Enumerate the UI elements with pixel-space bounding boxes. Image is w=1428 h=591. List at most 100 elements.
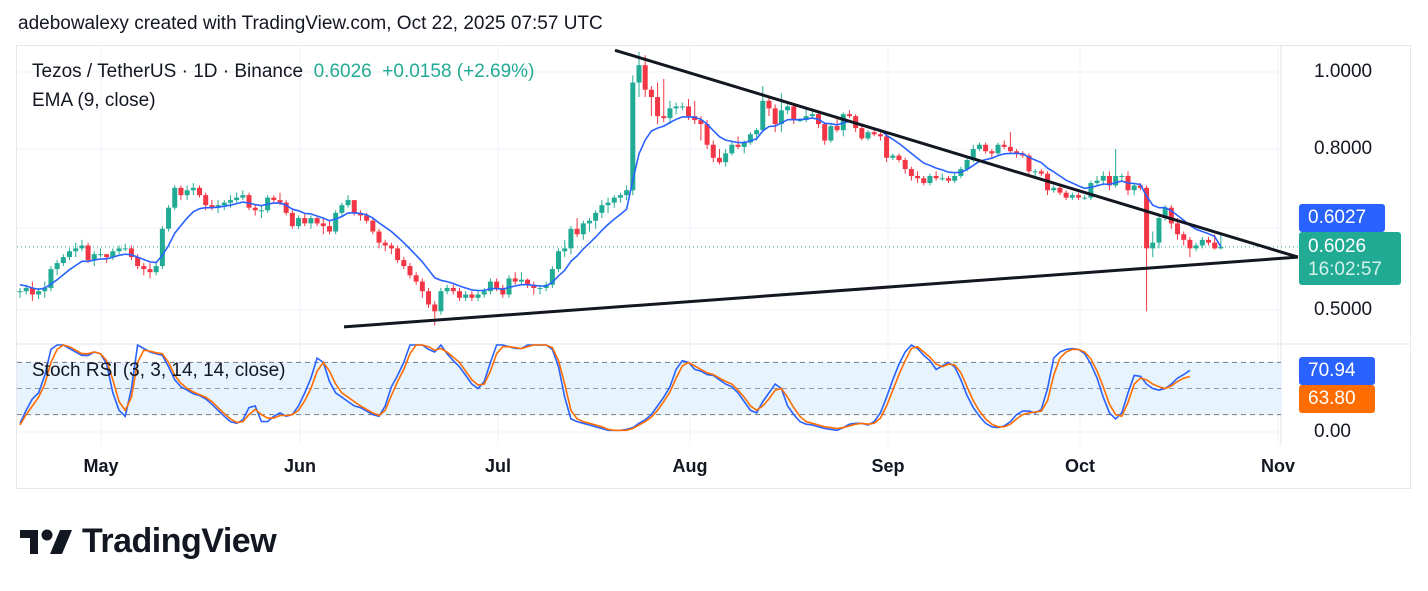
- candle: [345, 195, 351, 208]
- candle-body: [921, 178, 927, 184]
- candle-body: [747, 134, 753, 143]
- candle: [642, 55, 648, 98]
- tradingview-logo[interactable]: TradingView: [20, 522, 277, 561]
- candle-body: [716, 157, 722, 163]
- candle-body: [661, 116, 667, 119]
- resistance-trendline: [614, 48, 1299, 259]
- candle-body: [172, 187, 178, 208]
- candle-body: [611, 197, 617, 203]
- symbol-legend: Tezos / TetherUS · 1D · Binance 0.6026 +…: [32, 61, 534, 83]
- candle: [828, 124, 834, 143]
- candle: [419, 278, 425, 298]
- candle: [296, 215, 302, 229]
- candle: [475, 291, 481, 302]
- price-tick-1: 1.0000: [1314, 61, 1373, 82]
- symbol-name: Tezos / TetherUS · 1D · Binance: [32, 61, 304, 82]
- candle: [469, 291, 475, 302]
- candle-body: [407, 266, 413, 276]
- support-trendline: [343, 255, 1299, 329]
- candle: [91, 251, 97, 267]
- candle-body: [23, 287, 29, 292]
- candle: [946, 175, 951, 184]
- candle: [586, 218, 592, 232]
- candle-body: [667, 108, 673, 119]
- candle: [976, 142, 982, 152]
- candle: [549, 266, 555, 288]
- candle: [1051, 185, 1057, 193]
- candle: [729, 140, 735, 156]
- candle: [599, 200, 605, 219]
- candle-body: [494, 281, 500, 288]
- candle-body: [741, 142, 747, 147]
- candle-body: [1032, 171, 1038, 173]
- candle-body: [698, 120, 704, 125]
- candle-body: [970, 149, 976, 161]
- candle-body: [469, 294, 475, 298]
- candles-group: [17, 51, 1224, 326]
- tradingview-logo-icon: [20, 529, 72, 554]
- month-aug: Aug: [672, 456, 708, 476]
- candle: [426, 287, 432, 308]
- candle-body: [1106, 175, 1112, 186]
- candle: [1113, 149, 1119, 188]
- candle-body: [444, 287, 450, 292]
- candle-body: [859, 128, 865, 139]
- candle-body: [184, 190, 190, 196]
- candle: [568, 226, 574, 255]
- candle: [1181, 231, 1187, 246]
- candle: [791, 104, 797, 125]
- candle-body: [1156, 218, 1162, 243]
- candle: [518, 272, 524, 285]
- candle-body: [989, 151, 995, 154]
- candle: [1075, 192, 1081, 201]
- candle: [500, 284, 506, 298]
- candle: [314, 215, 320, 227]
- candle-body: [246, 195, 252, 208]
- trendlines-group: [343, 48, 1299, 329]
- candle-body: [91, 254, 97, 261]
- candle: [487, 278, 493, 295]
- candle: [246, 192, 252, 211]
- stoch-k-line: [19, 343, 1191, 432]
- candle-body: [283, 202, 289, 213]
- month-may: May: [83, 456, 119, 476]
- candle-body: [135, 257, 141, 267]
- candle-body: [159, 228, 165, 267]
- candle-body: [289, 212, 295, 227]
- candle: [716, 149, 722, 165]
- candle-body: [382, 242, 388, 246]
- candle-body: [17, 291, 23, 293]
- candle-body: [320, 223, 326, 227]
- candle-body: [754, 130, 760, 135]
- candle-body: [1119, 175, 1125, 177]
- candle-body: [580, 223, 586, 235]
- candle: [605, 197, 611, 213]
- candle-body: [1051, 187, 1057, 191]
- candle: [289, 210, 295, 229]
- candle: [234, 192, 240, 203]
- candle: [1205, 237, 1211, 246]
- candle-body: [1100, 175, 1106, 181]
- candle-body: [549, 269, 555, 285]
- candle-body: [760, 100, 766, 131]
- candle-body: [277, 200, 283, 203]
- candle-body: [48, 269, 54, 288]
- candle-body: [1162, 207, 1168, 219]
- candle-body: [388, 245, 394, 249]
- candle-body: [1094, 180, 1100, 184]
- candle-body: [624, 190, 630, 196]
- candle-body: [512, 278, 518, 282]
- price-tick-2: 0.8000: [1314, 138, 1373, 159]
- legend-price: 0.6026: [313, 61, 372, 82]
- candle: [933, 171, 939, 181]
- candle: [339, 202, 345, 216]
- candle: [1007, 132, 1013, 154]
- candle-body: [890, 155, 896, 158]
- candle: [766, 97, 772, 117]
- candle: [401, 257, 407, 270]
- candle: [1001, 140, 1007, 150]
- candle: [661, 78, 667, 123]
- candle: [1100, 171, 1106, 186]
- candle: [252, 205, 258, 216]
